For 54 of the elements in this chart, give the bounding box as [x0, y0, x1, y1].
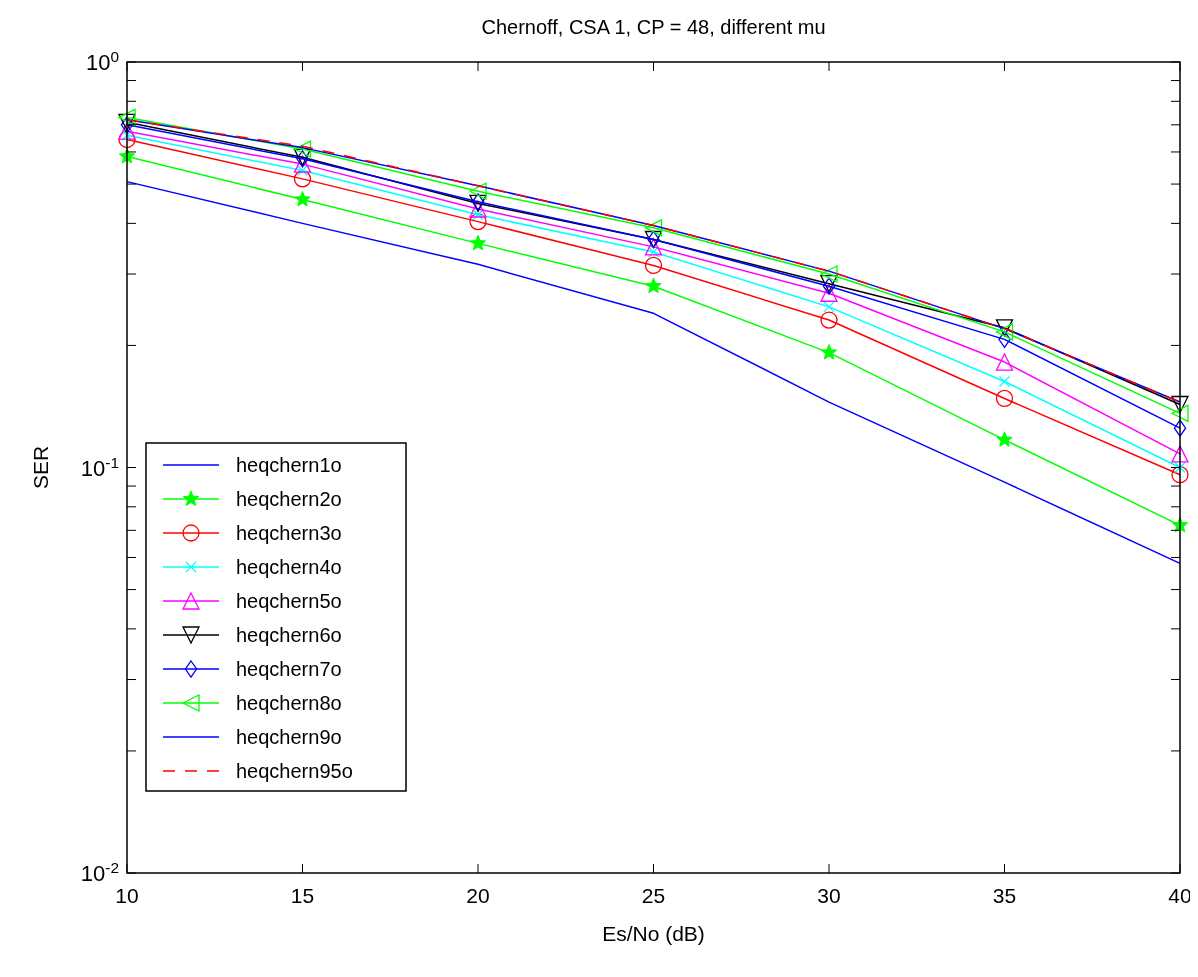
- legend-label: heqchern3o: [236, 522, 342, 544]
- point: [996, 431, 1013, 447]
- point: [820, 265, 838, 283]
- point: [645, 277, 662, 294]
- point: [644, 256, 663, 275]
- point: [469, 234, 487, 251]
- legend-label: heqchern4o: [236, 556, 342, 578]
- point: [644, 238, 663, 256]
- legend-label: heqchern5o: [236, 590, 342, 612]
- point: [118, 147, 136, 164]
- point: [820, 344, 838, 360]
- legend-label: heqchern1o: [236, 454, 342, 476]
- legend-label: heqchern6o: [236, 624, 342, 646]
- legend-label: heqchern9o: [236, 726, 342, 748]
- y-axis-title: SER: [29, 445, 52, 490]
- y-tick-label: 10$^{-2}$: [80, 858, 119, 886]
- legend-label: heqchern95o: [236, 760, 353, 782]
- point: [820, 311, 838, 329]
- point: [469, 182, 487, 200]
- point: [1171, 404, 1189, 422]
- point: [1171, 395, 1189, 414]
- point: [998, 375, 1011, 388]
- chart-title: Chernoff, CSA 1, CP = 48, different mu: [481, 16, 826, 38]
- x-tick-label: 30: [817, 884, 841, 907]
- x-axis-title: Es/No (dB): [602, 922, 705, 945]
- x-tick-label: 25: [641, 884, 666, 907]
- point: [472, 209, 484, 221]
- point: [820, 284, 838, 302]
- point: [995, 319, 1014, 337]
- point: [1174, 461, 1186, 474]
- point: [1173, 419, 1187, 437]
- point: [118, 108, 136, 127]
- point: [294, 191, 311, 207]
- point: [995, 323, 1014, 341]
- point: [293, 155, 312, 173]
- point: [1171, 466, 1189, 484]
- point: [823, 301, 835, 313]
- x-tick-label: 10: [115, 884, 139, 907]
- legend-label: heqchern7o: [236, 658, 342, 680]
- point: [1171, 445, 1189, 463]
- x-tick-label: 35: [992, 884, 1017, 907]
- point: [296, 164, 309, 177]
- x-tick-label: 40: [1168, 884, 1192, 907]
- legend-label: heqchern2o: [236, 488, 342, 510]
- legend-label: heqchern8o: [236, 692, 342, 714]
- point: [995, 353, 1014, 371]
- x-tick-label: 15: [290, 884, 315, 907]
- point: [995, 389, 1014, 408]
- point: [293, 140, 312, 158]
- y-tick-label: 10$^{-1}$: [80, 453, 119, 481]
- point: [644, 219, 663, 237]
- point: [469, 212, 487, 231]
- x-tick-label: 20: [466, 884, 490, 907]
- y-tick-label: 10$^{0}$: [85, 47, 119, 75]
